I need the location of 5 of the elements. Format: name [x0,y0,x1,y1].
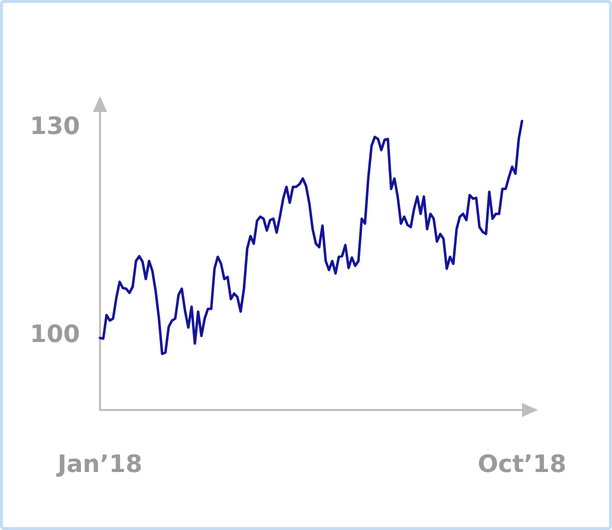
x-tick-label: Jan’18 [56,450,142,478]
y-tick-label: 130 [30,112,80,140]
x-tick-label: Oct’18 [478,450,566,478]
line-series [98,120,524,356]
y-tick-label: 100 [30,320,80,348]
